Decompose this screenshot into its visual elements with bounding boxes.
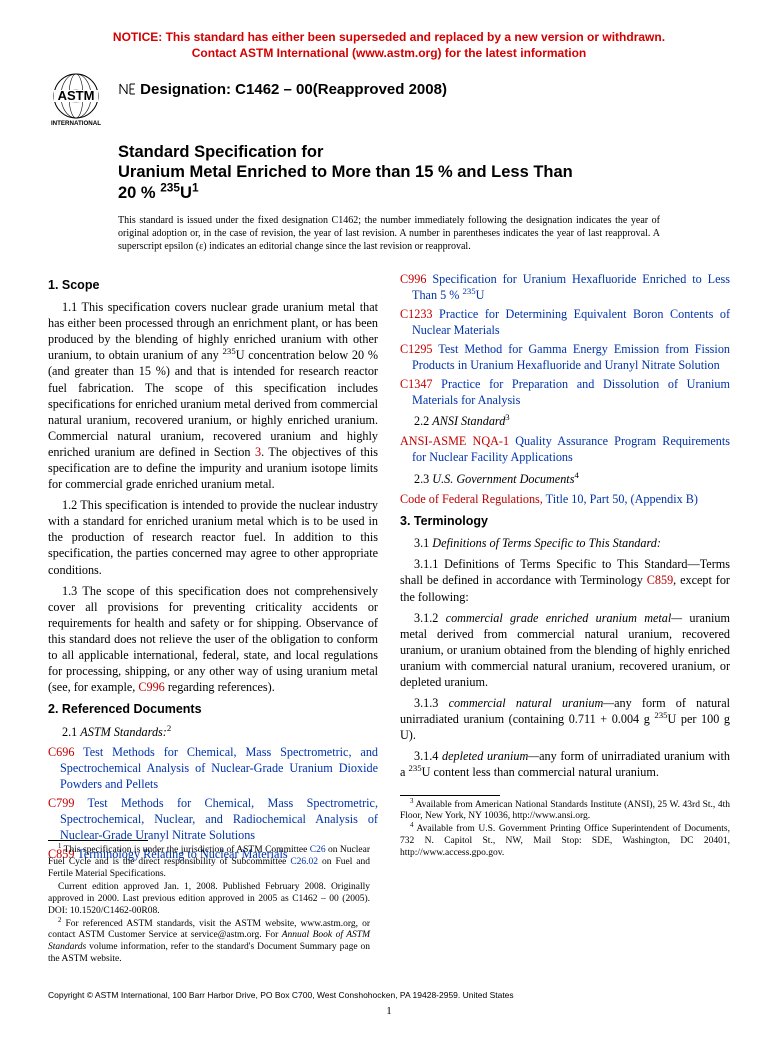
notice-line2: Contact ASTM International (www.astm.org… [192, 46, 586, 60]
term-3-1-2: 3.1.2 commercial grade enriched uranium … [400, 610, 730, 690]
astm-logo: ASTM INTERNATIONAL [48, 72, 104, 128]
page-number: 1 [0, 1004, 778, 1019]
notice-line1: NOTICE: This standard has either been su… [113, 30, 665, 44]
ref-c996[interactable]: C996 Specification for Uranium Hexafluor… [400, 271, 730, 303]
fn-4: 4 Available from U.S. Government Printin… [400, 824, 730, 860]
scope-1-3: 1.3 The scope of this specification does… [48, 583, 378, 696]
term-3-1-1: 3.1.1 Definitions of Terms Specific to T… [400, 556, 730, 604]
footnote-rule-right [400, 795, 500, 796]
terminology-heading: 3. Terminology [400, 513, 730, 530]
term-3-1-4: 3.1.4 depleted uranium—any form of unirr… [400, 748, 730, 780]
fn-1: 1 This specification is under the jurisd… [48, 845, 370, 881]
title-line1: Standard Specification for [118, 142, 730, 163]
header-row: ASTM INTERNATIONAL Designation: C1462 – … [48, 72, 730, 128]
ref-c696[interactable]: C696 Test Methods for Chemical, Mass Spe… [48, 744, 378, 792]
ref-c1233[interactable]: C1233 Practice for Determining Equivalen… [400, 306, 730, 338]
term-3-1-3: 3.1.3 commercial natural uranium—any for… [400, 695, 730, 743]
fn-1b: Current edition approved Jan. 1, 2008. P… [48, 882, 370, 918]
ref-ansi-nqa1[interactable]: ANSI-ASME NQA-1 Quality Assurance Progra… [400, 433, 730, 465]
logo-text-top: ASTM [58, 88, 95, 103]
ansi-2-2: 2.2 ANSI Standard3 [414, 413, 730, 429]
fn-3: 3 Available from American National Stand… [400, 800, 730, 824]
issued-note: This standard is issued under the fixed … [118, 214, 660, 253]
footnotes-right-col: 3 Available from American National Stand… [400, 795, 730, 860]
c26-02-link[interactable]: C26.02 [290, 857, 318, 867]
footnote-rule-left [48, 840, 148, 841]
title-line2: Uranium Metal Enriched to More than 15 %… [118, 162, 730, 183]
title-line3: 20 % 235U1 [118, 183, 730, 204]
title-block: Standard Specification for Uranium Metal… [118, 142, 730, 204]
c26-link[interactable]: C26 [310, 845, 326, 855]
scope-heading: 1. Scope [48, 277, 378, 294]
logo-text-bottom: INTERNATIONAL [51, 120, 101, 127]
scope-1-1: 1.1 This specification covers nuclear gr… [48, 299, 378, 492]
scope-1-2: 1.2 This specification is intended to pr… [48, 497, 378, 577]
fn-2: 2 For referenced ASTM standards, visit t… [48, 919, 370, 967]
notice-banner: NOTICE: This standard has either been su… [48, 30, 730, 62]
ref-cfr[interactable]: Code of Federal Regulations, Title 10, P… [400, 491, 730, 507]
body-columns: 1. Scope 1.1 This specification covers n… [48, 271, 730, 864]
page: NOTICE: This standard has either been su… [0, 0, 778, 1041]
ref-c1347[interactable]: C1347 Practice for Preparation and Disso… [400, 376, 730, 408]
designation: Designation: C1462 – 00(Reapproved 2008) [118, 80, 447, 100]
usg-2-3: 2.3 U.S. Government Documents4 [414, 471, 730, 487]
refdocs-2-1: 2.1 ASTM Standards:2 [62, 724, 378, 740]
c996-link[interactable]: C996 [138, 680, 164, 694]
term-3-1: 3.1 Definitions of Terms Specific to Thi… [400, 535, 730, 551]
refdocs-heading: 2. Referenced Documents [48, 701, 378, 718]
ref-c1295[interactable]: C1295 Test Method for Gamma Energy Emiss… [400, 341, 730, 373]
c859-link[interactable]: C859 [647, 573, 673, 587]
footnotes-left-col: 1 This specification is under the jurisd… [48, 822, 370, 967]
copyright: Copyright © ASTM International, 100 Barr… [48, 990, 730, 1001]
